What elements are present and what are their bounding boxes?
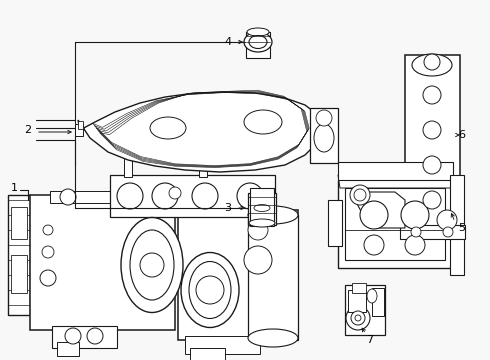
Bar xyxy=(348,290,366,312)
Circle shape xyxy=(423,86,441,104)
Bar xyxy=(345,285,385,335)
Bar xyxy=(248,215,298,340)
Circle shape xyxy=(197,147,209,159)
Ellipse shape xyxy=(189,261,231,319)
Bar xyxy=(11,207,27,239)
Bar xyxy=(30,195,175,330)
Circle shape xyxy=(423,156,441,174)
Polygon shape xyxy=(78,92,322,172)
Ellipse shape xyxy=(314,124,334,152)
Bar xyxy=(57,342,79,356)
Circle shape xyxy=(346,306,370,330)
Polygon shape xyxy=(355,192,405,228)
Ellipse shape xyxy=(181,252,239,328)
Ellipse shape xyxy=(249,219,275,227)
Circle shape xyxy=(43,225,53,235)
Bar xyxy=(50,191,138,203)
Ellipse shape xyxy=(248,329,298,347)
Bar xyxy=(8,195,30,315)
Bar xyxy=(338,180,453,268)
Circle shape xyxy=(423,191,441,209)
Ellipse shape xyxy=(244,32,272,52)
Ellipse shape xyxy=(412,54,452,76)
Bar xyxy=(248,193,276,225)
Circle shape xyxy=(60,189,76,205)
Circle shape xyxy=(411,227,421,237)
Text: 6: 6 xyxy=(459,130,466,140)
Bar xyxy=(328,200,342,246)
Circle shape xyxy=(360,201,388,229)
Bar xyxy=(246,32,270,58)
Circle shape xyxy=(401,201,429,229)
Circle shape xyxy=(316,110,332,126)
Text: 5: 5 xyxy=(459,223,466,233)
Bar xyxy=(372,288,384,316)
Bar xyxy=(185,336,260,354)
Ellipse shape xyxy=(367,289,377,303)
Bar xyxy=(338,162,453,180)
Bar xyxy=(178,210,298,340)
Bar xyxy=(124,147,132,177)
Bar xyxy=(78,121,83,129)
Circle shape xyxy=(351,311,365,325)
Circle shape xyxy=(152,183,178,209)
Circle shape xyxy=(355,315,361,321)
Circle shape xyxy=(437,210,457,230)
Circle shape xyxy=(244,246,272,274)
Circle shape xyxy=(40,270,56,286)
Text: 3: 3 xyxy=(224,203,231,213)
Ellipse shape xyxy=(247,28,269,36)
Circle shape xyxy=(354,189,366,201)
Circle shape xyxy=(405,235,425,255)
Bar xyxy=(75,124,83,136)
Circle shape xyxy=(87,328,103,344)
Circle shape xyxy=(364,235,384,255)
Bar xyxy=(352,283,366,293)
Circle shape xyxy=(117,183,143,209)
Bar xyxy=(52,326,117,348)
Bar xyxy=(250,188,274,226)
Circle shape xyxy=(350,185,370,205)
Ellipse shape xyxy=(150,117,186,139)
Circle shape xyxy=(169,187,181,199)
Ellipse shape xyxy=(254,204,270,212)
Circle shape xyxy=(65,328,81,344)
Circle shape xyxy=(237,183,263,209)
Circle shape xyxy=(122,147,134,159)
Bar xyxy=(345,188,445,260)
Circle shape xyxy=(424,54,440,70)
Ellipse shape xyxy=(248,206,298,224)
Ellipse shape xyxy=(121,217,183,312)
Bar xyxy=(400,225,465,239)
Circle shape xyxy=(196,276,224,304)
Bar xyxy=(11,255,27,293)
Circle shape xyxy=(112,189,128,205)
Circle shape xyxy=(248,220,268,240)
Bar xyxy=(310,108,338,163)
Bar xyxy=(190,348,225,360)
Bar xyxy=(405,55,460,233)
Ellipse shape xyxy=(244,110,282,134)
Bar xyxy=(110,175,275,217)
Ellipse shape xyxy=(130,230,174,300)
Text: 2: 2 xyxy=(24,125,31,135)
Text: 7: 7 xyxy=(367,335,373,345)
Circle shape xyxy=(443,227,453,237)
Circle shape xyxy=(192,183,218,209)
Ellipse shape xyxy=(249,36,267,49)
Circle shape xyxy=(42,246,54,258)
Circle shape xyxy=(423,121,441,139)
Polygon shape xyxy=(338,175,453,188)
Circle shape xyxy=(140,253,164,277)
Bar xyxy=(450,175,464,275)
Bar xyxy=(199,147,207,177)
Text: 4: 4 xyxy=(224,37,232,47)
Text: 1: 1 xyxy=(10,183,18,193)
